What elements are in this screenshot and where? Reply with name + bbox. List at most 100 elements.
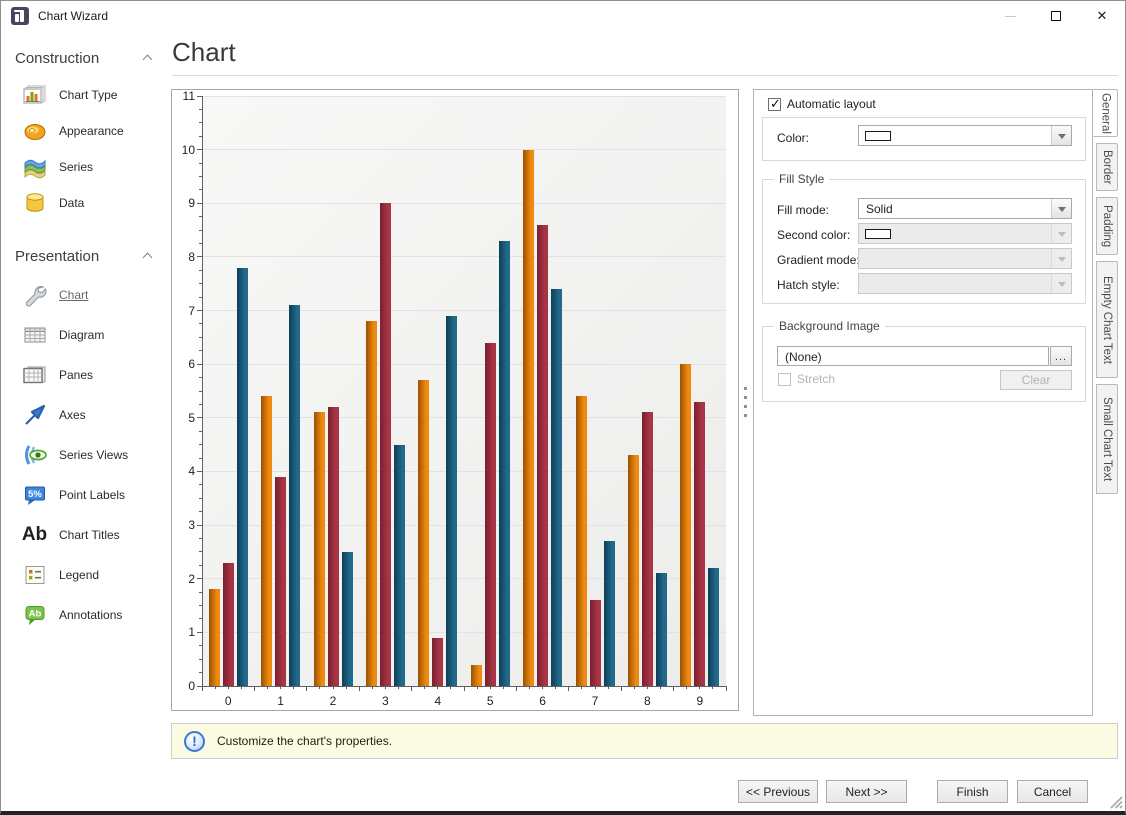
color-label: Color:: [777, 131, 810, 145]
maximize-button[interactable]: [1033, 1, 1079, 31]
finish-button[interactable]: Finish: [937, 780, 1008, 803]
next-button[interactable]: Next >>: [826, 780, 907, 803]
x-axis-minor-tick: [686, 686, 688, 689]
grid-line: [202, 202, 726, 204]
data-icon: [21, 190, 48, 216]
legend-icon: [21, 562, 48, 588]
bar: [418, 380, 430, 686]
bar: [537, 224, 549, 686]
y-axis-minor-tick: [199, 605, 202, 607]
y-axis-minor-tick: [199, 645, 202, 647]
tab-small-chart-text[interactable]: Small Chart Text: [1096, 384, 1118, 494]
x-axis-tick: [620, 686, 622, 691]
color-dropdown[interactable]: [858, 125, 1072, 146]
y-axis-line: [202, 96, 203, 687]
annotations-icon-text: Ab: [28, 609, 41, 620]
x-axis-minor-tick: [489, 686, 491, 689]
sidebar-item-diagram[interactable]: Diagram: [15, 315, 169, 355]
sidebar-item-series-views[interactable]: Series Views: [15, 435, 169, 475]
tab-general[interactable]: General: [1093, 89, 1118, 137]
color-swatch: [865, 131, 891, 141]
y-axis-minor-tick: [199, 162, 202, 164]
y-axis-label: 11: [182, 89, 195, 103]
bar: [341, 551, 353, 686]
section-header-presentation[interactable]: Presentation: [15, 245, 169, 267]
page-title: Chart: [172, 37, 236, 67]
x-axis-tick: [463, 686, 465, 691]
tab-empty-chart-text[interactable]: Empty Chart Text: [1096, 261, 1118, 378]
fill-mode-dropdown[interactable]: Solid: [858, 198, 1072, 219]
y-axis-minor-tick: [199, 390, 202, 392]
sidebar-item-label: Series Views: [59, 448, 129, 462]
point-labels-icon: 5%: [21, 482, 48, 508]
tab-padding[interactable]: Padding: [1096, 197, 1118, 255]
y-axis-label: 3: [188, 518, 195, 533]
browse-button[interactable]: ...: [1050, 346, 1072, 366]
second-color-dropdown: [858, 223, 1072, 244]
sidebar-item-chart-titles[interactable]: Ab Chart Titles: [15, 515, 169, 555]
x-axis-minor-tick: [371, 686, 373, 689]
x-axis-minor-tick: [214, 686, 216, 689]
bar: [275, 476, 287, 686]
sidebar-item-axes[interactable]: Axes: [15, 395, 169, 435]
grid-line: [202, 363, 726, 365]
section-label: Presentation: [15, 247, 100, 265]
previous-button[interactable]: << Previous: [738, 780, 818, 803]
sidebar-item-label: Legend: [59, 568, 100, 582]
resize-grip[interactable]: [1107, 793, 1123, 809]
status-message: Customize the chart's properties.: [217, 734, 393, 748]
fill-style-group: Fill Style: [762, 172, 1086, 304]
tab-border[interactable]: Border: [1096, 143, 1118, 191]
x-axis-label: 6: [539, 694, 546, 708]
close-button[interactable]: ✕: [1096, 8, 1108, 23]
x-axis-minor-tick: [450, 686, 452, 689]
sidebar-item-label: Chart Type: [59, 88, 118, 102]
grid-line: [202, 470, 726, 472]
y-axis-minor-tick: [199, 484, 202, 486]
sidebar-item-data[interactable]: Data: [15, 185, 169, 221]
panel-splitter[interactable]: [742, 387, 748, 417]
bar: [641, 412, 653, 686]
point-labels-icon-text: 5%: [28, 489, 42, 500]
series-icon: [21, 154, 48, 180]
y-axis-minor-tick: [199, 377, 202, 379]
sidebar-item-chart[interactable]: Chart: [15, 275, 169, 315]
x-axis-tick: [411, 686, 413, 691]
y-axis-tick: [197, 417, 202, 419]
sidebar-item-chart-type[interactable]: Chart Type: [15, 77, 169, 113]
y-axis-minor-tick: [199, 511, 202, 513]
minimize-button[interactable]: [987, 1, 1033, 31]
y-axis-label: 10: [181, 142, 195, 157]
y-axis-label: 1: [188, 625, 195, 640]
sidebar-item-annotations[interactable]: Ab Annotations: [15, 595, 169, 635]
sidebar-item-appearance[interactable]: Appearance: [15, 113, 169, 149]
window-title: Chart Wizard: [38, 9, 109, 23]
y-axis-label: 9: [188, 196, 195, 211]
stretch-checkbox: Stretch: [778, 372, 835, 386]
section-header-construction[interactable]: Construction: [15, 47, 169, 69]
y-axis-tick: [197, 310, 202, 312]
automatic-layout-checkbox[interactable]: ✓ Automatic layout: [768, 96, 876, 111]
y-axis-minor-tick: [199, 323, 202, 325]
gradient-mode-label: Gradient mode:: [777, 253, 860, 267]
sidebar-item-legend[interactable]: Legend: [15, 555, 169, 595]
grid-line: [202, 149, 726, 151]
color-group: [762, 117, 1086, 161]
y-axis-label: 5: [188, 410, 195, 425]
cancel-button[interactable]: Cancel: [1017, 780, 1088, 803]
appearance-icon: [21, 118, 48, 144]
background-image-field[interactable]: (None): [777, 346, 1049, 366]
y-axis-minor-tick: [199, 229, 202, 231]
x-axis-minor-tick: [240, 686, 242, 689]
x-axis-minor-tick: [594, 686, 596, 689]
x-axis-label: 5: [486, 694, 494, 708]
sidebar-item-series[interactable]: Series: [15, 149, 169, 185]
x-axis-label: 4: [434, 694, 442, 708]
y-axis-minor-tick: [199, 591, 202, 593]
sidebar-item-point-labels[interactable]: 5% Point Labels: [15, 475, 169, 515]
sidebar-item-label: Axes: [59, 408, 86, 422]
series-views-icon: [21, 442, 48, 468]
x-axis-label: 2: [329, 694, 337, 708]
sidebar-item-panes[interactable]: Panes: [15, 355, 169, 395]
